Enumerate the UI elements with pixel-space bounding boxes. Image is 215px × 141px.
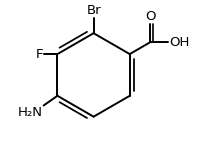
Text: H₂N: H₂N xyxy=(18,106,43,119)
Text: OH: OH xyxy=(169,36,189,49)
Text: O: O xyxy=(145,10,155,23)
Text: Br: Br xyxy=(86,4,101,17)
Text: F: F xyxy=(35,48,43,61)
